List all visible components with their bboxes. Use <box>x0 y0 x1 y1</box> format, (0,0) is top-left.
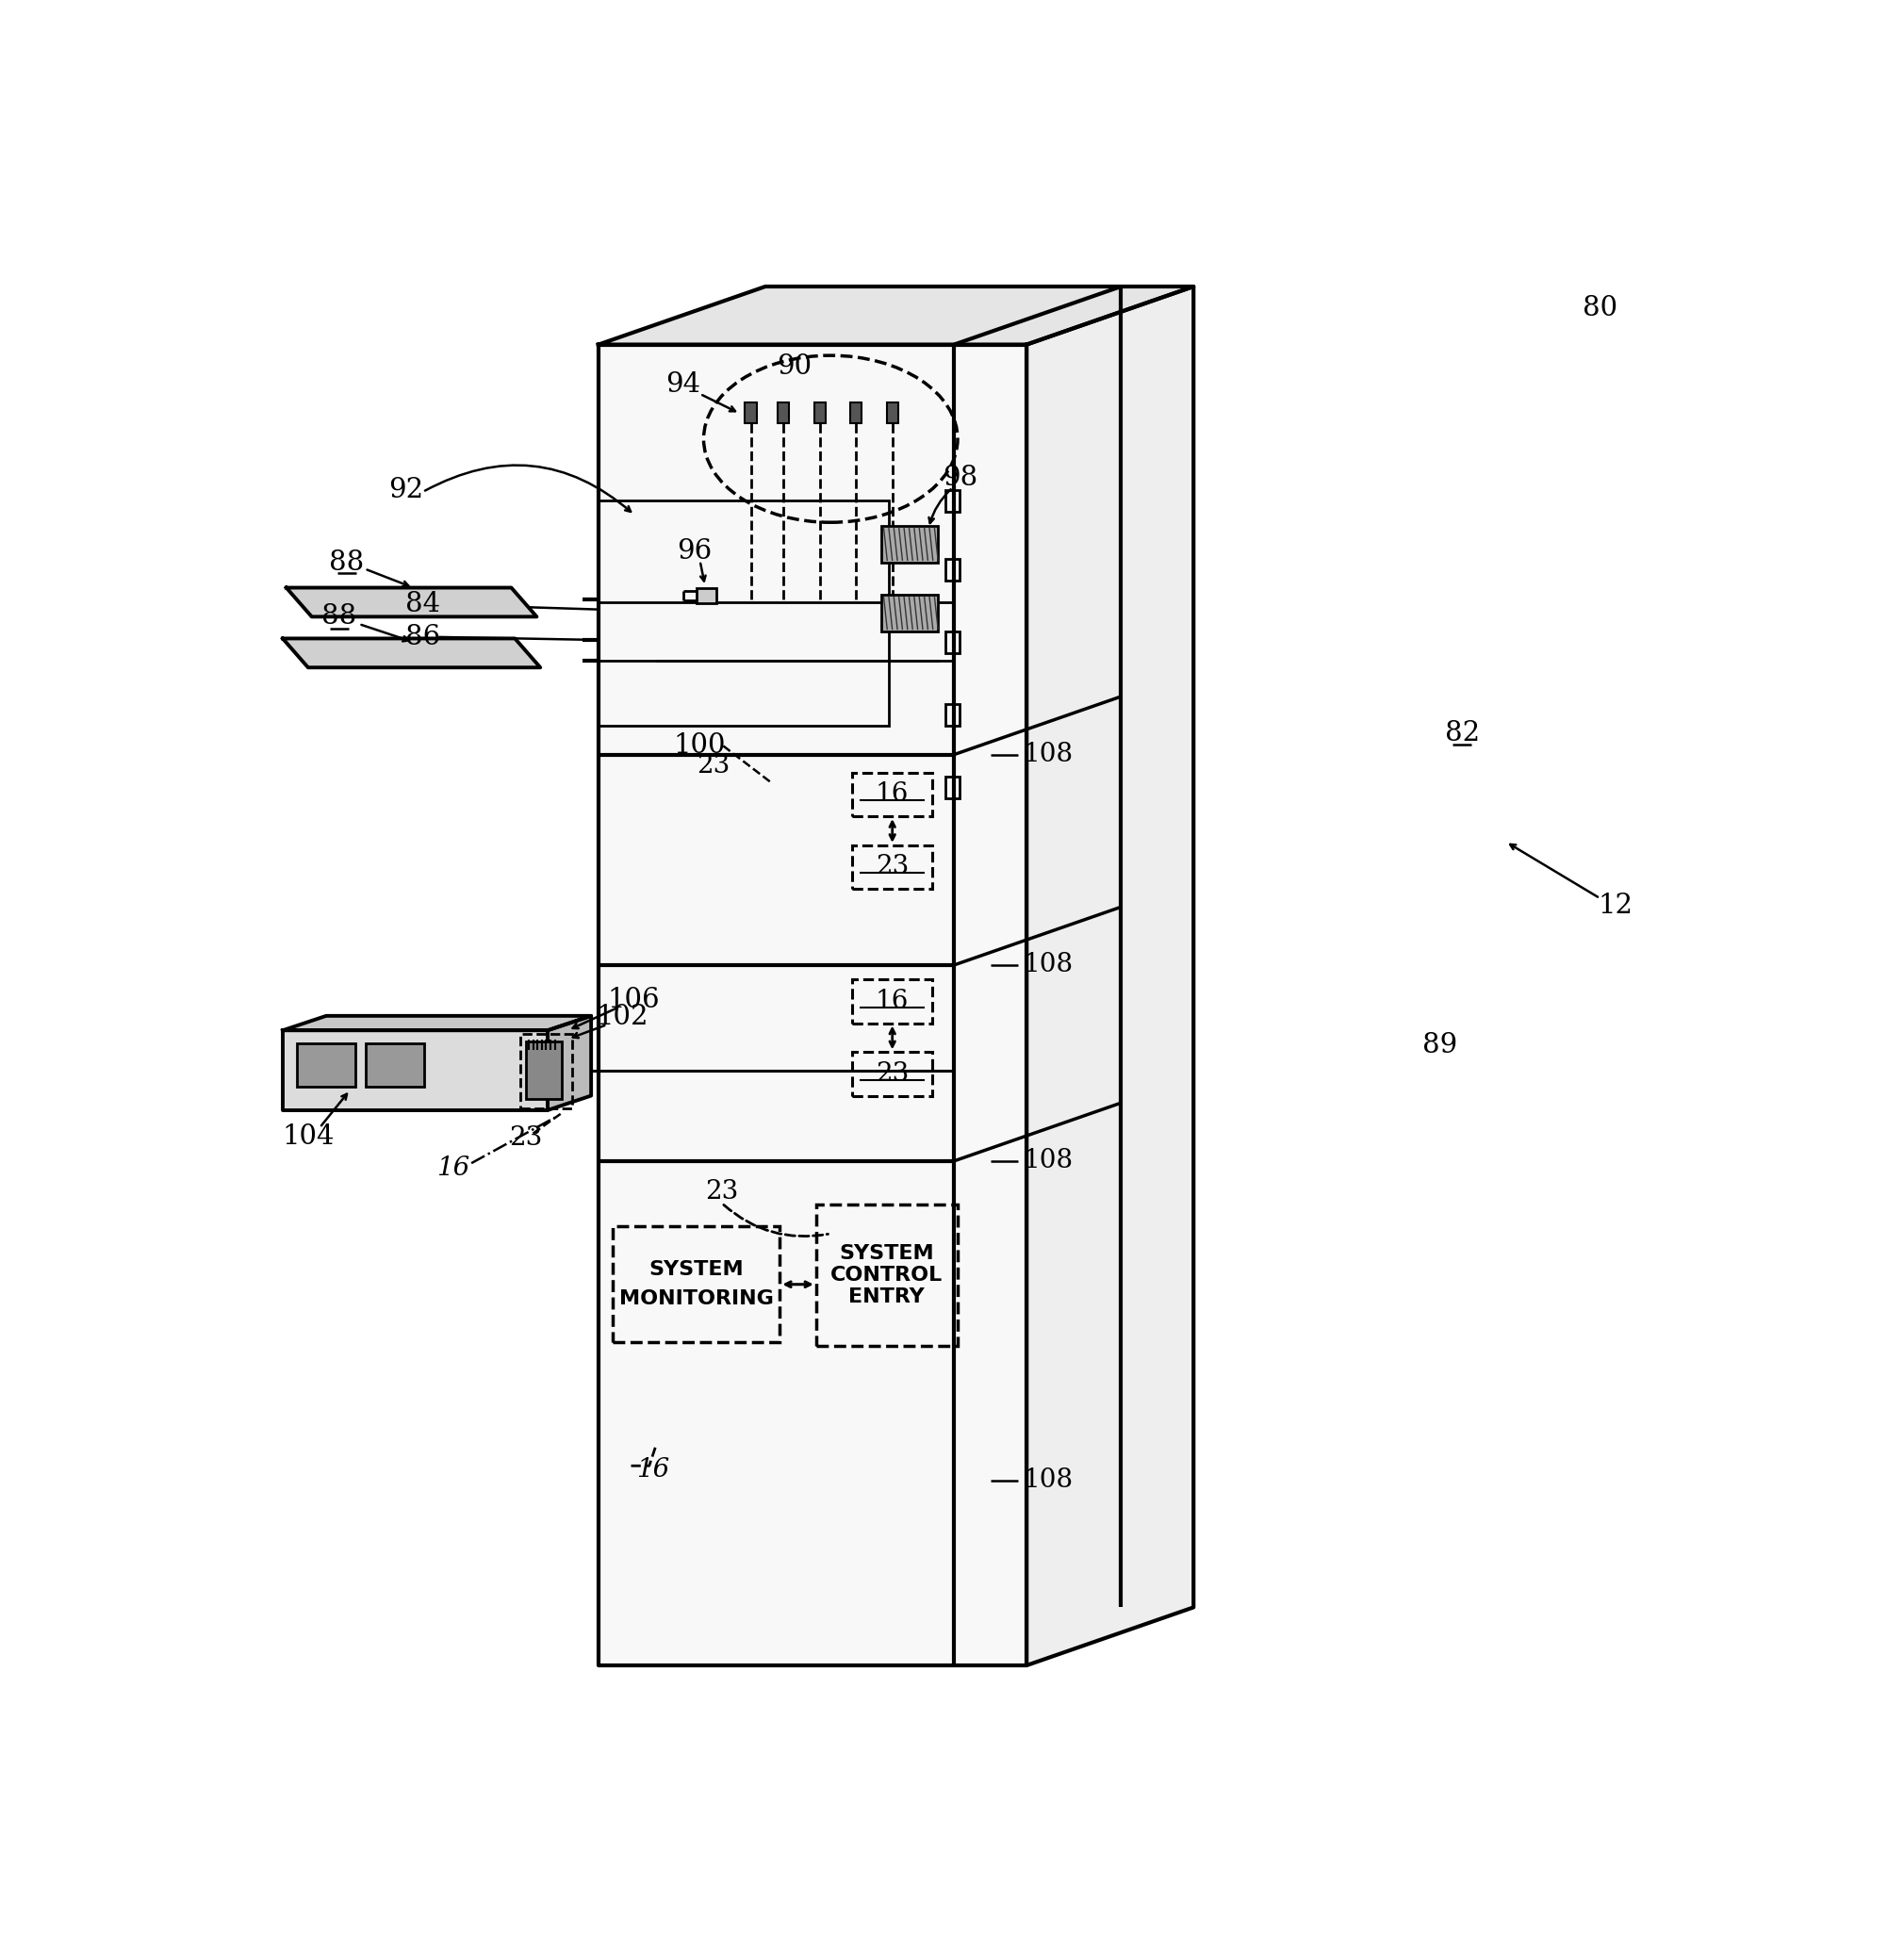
Bar <box>944 776 960 799</box>
Text: 84: 84 <box>406 592 440 617</box>
Bar <box>744 402 756 424</box>
Text: 94: 94 <box>666 371 701 398</box>
Text: 23: 23 <box>704 1178 739 1205</box>
Bar <box>944 630 960 654</box>
Text: 82: 82 <box>1445 719 1479 747</box>
Polygon shape <box>286 588 537 617</box>
Text: SYSTEM: SYSTEM <box>649 1261 744 1278</box>
Bar <box>882 596 939 630</box>
Text: 16: 16 <box>636 1456 670 1481</box>
Bar <box>882 526 939 563</box>
Text: 108: 108 <box>1022 743 1074 768</box>
Text: 108: 108 <box>1022 952 1074 979</box>
Bar <box>944 489 960 511</box>
Text: SYSTEM: SYSTEM <box>840 1244 935 1263</box>
Text: 23: 23 <box>876 855 908 880</box>
Bar <box>697 588 716 603</box>
Polygon shape <box>282 638 541 667</box>
Text: 86: 86 <box>406 625 440 650</box>
Text: 88: 88 <box>329 549 364 576</box>
Bar <box>813 402 826 424</box>
Bar <box>526 1040 562 1099</box>
Text: 106: 106 <box>607 986 659 1013</box>
Polygon shape <box>282 1031 548 1110</box>
Bar <box>520 1035 573 1108</box>
Text: 88: 88 <box>322 603 356 630</box>
Text: 23: 23 <box>508 1126 543 1151</box>
Text: 16: 16 <box>876 988 908 1013</box>
Text: 96: 96 <box>676 538 712 565</box>
Bar <box>944 704 960 725</box>
Text: 108: 108 <box>1022 1468 1074 1493</box>
Text: 104: 104 <box>282 1124 335 1149</box>
Bar <box>853 1052 933 1097</box>
Bar <box>297 1044 356 1087</box>
Text: 80: 80 <box>1582 296 1618 321</box>
Text: 89: 89 <box>1422 1031 1458 1058</box>
Text: 90: 90 <box>777 354 811 381</box>
Text: CONTROL: CONTROL <box>830 1265 942 1284</box>
Text: 12: 12 <box>1599 892 1634 919</box>
Polygon shape <box>1026 286 1194 1665</box>
Bar <box>853 981 933 1023</box>
Bar <box>817 1205 958 1346</box>
Text: 108: 108 <box>1022 1149 1074 1174</box>
Text: MONITORING: MONITORING <box>619 1290 773 1307</box>
Polygon shape <box>598 286 1194 344</box>
Bar <box>613 1226 781 1342</box>
Text: 23: 23 <box>876 1062 908 1087</box>
Bar <box>944 559 960 580</box>
Text: 92: 92 <box>388 476 423 503</box>
Text: 16: 16 <box>436 1155 470 1182</box>
Polygon shape <box>282 1015 590 1031</box>
Polygon shape <box>598 344 1026 1665</box>
Text: 23: 23 <box>697 752 729 777</box>
Text: 16: 16 <box>876 781 908 806</box>
Text: 100: 100 <box>674 733 725 758</box>
Bar <box>853 845 933 890</box>
Bar <box>366 1044 425 1087</box>
Bar <box>887 402 899 424</box>
Bar <box>777 402 790 424</box>
Text: 98: 98 <box>942 464 977 491</box>
Text: 102: 102 <box>596 1004 649 1031</box>
Bar <box>598 501 889 725</box>
Text: ENTRY: ENTRY <box>849 1288 925 1305</box>
Bar <box>851 402 863 424</box>
Polygon shape <box>548 1015 590 1110</box>
Bar <box>853 774 933 816</box>
